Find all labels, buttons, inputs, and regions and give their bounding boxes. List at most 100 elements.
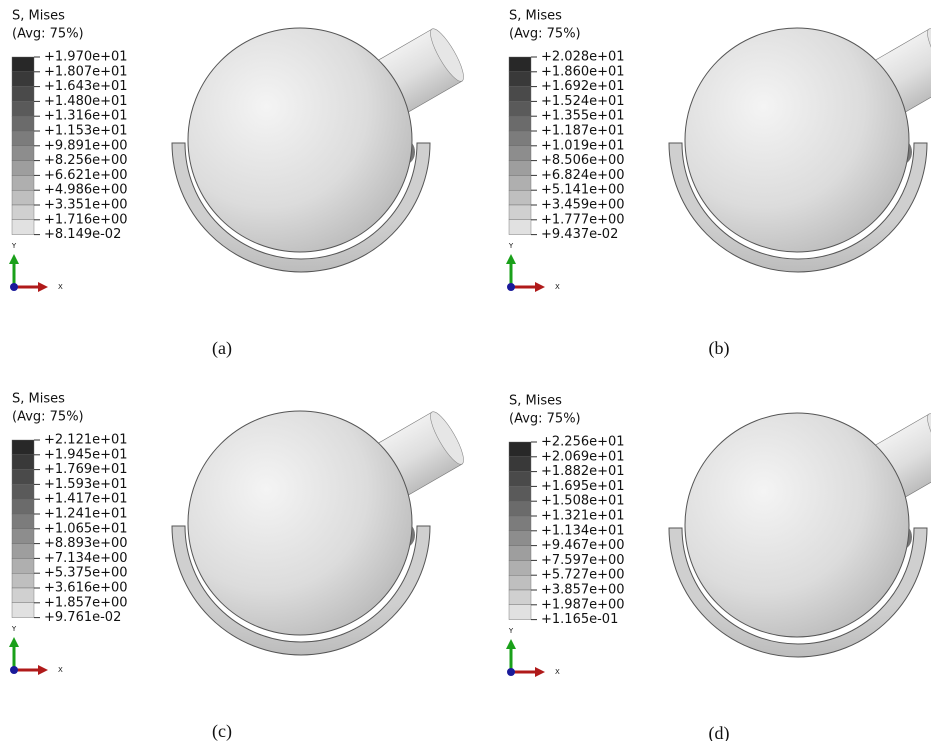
legend-label: +1.987e+00: [541, 597, 625, 612]
axis-y-head: [506, 639, 516, 649]
legend-label: +7.134e+00: [44, 551, 128, 566]
legend-label: +2.256e+01: [541, 435, 625, 450]
legend-label: +2.069e+01: [541, 449, 625, 464]
axis-x-label: X: [58, 666, 63, 674]
axis-x-head: [535, 282, 545, 292]
legend-swatch: [12, 146, 34, 161]
legend-label: +1.165e-01: [541, 612, 618, 627]
caption: (d): [709, 723, 730, 741]
title: S, Mises: [12, 9, 65, 24]
legend-swatch: [509, 442, 531, 457]
legend-swatch: [12, 558, 34, 573]
legend-label: +1.857e+00: [44, 595, 128, 610]
legend-label: +8.506e+00: [541, 153, 625, 168]
page: S, Mises(Avg: 75%)+1.970e+01+1.807e+01+1…: [0, 0, 931, 741]
legend-label: +6.824e+00: [541, 168, 625, 183]
legend-swatch: [12, 499, 34, 514]
legend-swatch: [509, 457, 531, 472]
legend-label: +1.241e+01: [44, 507, 128, 522]
legend-swatch: [509, 57, 531, 72]
legend-label: +1.134e+01: [541, 523, 625, 538]
legend-label: +1.643e+01: [44, 79, 128, 94]
legend-label: +2.028e+01: [541, 50, 625, 65]
legend-label: +1.777e+00: [541, 212, 625, 227]
axis-y-label: Y: [508, 242, 514, 250]
axis-x-label: X: [58, 283, 63, 291]
legend-swatch: [509, 87, 531, 102]
axis-origin: [507, 668, 515, 676]
subtitle: (Avg: 75%): [12, 410, 84, 425]
legend-swatch: [509, 516, 531, 531]
panel: S, Mises(Avg: 75%)+2.028e+01+1.860e+01+1…: [506, 9, 931, 360]
panel: S, Mises(Avg: 75%)+1.970e+01+1.807e+01+1…: [9, 9, 469, 360]
legend-swatch: [509, 161, 531, 176]
legend-label: +9.761e-02: [44, 610, 121, 625]
axis-x-label: X: [555, 668, 560, 676]
legend-swatch: [509, 205, 531, 220]
legend-swatch: [12, 175, 34, 190]
legend-label: +3.351e+00: [44, 198, 128, 213]
legend-swatch: [509, 116, 531, 131]
panel: S, Mises (Avg: 75%) +2.121e+01+1.945e+01 +1…: [9, 392, 469, 741]
title: S, Mises: [12, 392, 65, 407]
legend-label: +1.695e+01: [541, 479, 625, 494]
axis-x-label: X: [555, 283, 560, 291]
legend-swatch: [12, 116, 34, 131]
legend-swatch: [12, 573, 34, 588]
legend-label: +1.508e+01: [541, 494, 625, 509]
legend-swatch: [12, 87, 34, 102]
legend-label: +1.065e+01: [44, 521, 128, 536]
ball: [188, 411, 412, 635]
legend-label: +1.417e+01: [44, 492, 128, 507]
subtitle: (Avg: 75%): [12, 27, 84, 42]
axis-x-head: [38, 282, 48, 292]
legend-swatch: [509, 175, 531, 190]
legend-label: +1.355e+01: [541, 109, 625, 124]
legend-swatch: [12, 161, 34, 176]
legend-swatch: [509, 131, 531, 146]
legend-swatch: [509, 472, 531, 487]
legend-label: +8.256e+00: [44, 153, 128, 168]
legend-label: +3.616e+00: [44, 581, 128, 596]
legend-swatch: [12, 57, 34, 72]
axis-origin: [10, 283, 18, 291]
legend-swatch: [509, 531, 531, 546]
legend-label: +5.727e+00: [541, 568, 625, 583]
axis-y-head: [9, 254, 19, 264]
legend-label: +1.860e+01: [541, 64, 625, 79]
legend-label: +1.187e+01: [541, 124, 625, 139]
axis-origin: [507, 283, 515, 291]
subtitle: (Avg: 75%): [509, 412, 581, 427]
legend-label: +5.141e+00: [541, 183, 625, 198]
axis-y-head: [506, 254, 516, 264]
legend-label: +1.970e+01: [44, 50, 128, 65]
legend-swatch: [12, 101, 34, 116]
axis-y-label: Y: [11, 625, 17, 633]
legend-label: +1.692e+01: [541, 79, 625, 94]
legend-swatch: [509, 501, 531, 516]
legend-label: +1.321e+01: [541, 509, 625, 524]
legend-label: +1.316e+01: [44, 109, 128, 124]
legend-swatch: [12, 72, 34, 87]
legend-label: +3.459e+00: [541, 198, 625, 213]
caption: (c): [212, 721, 232, 741]
subtitle: (Avg: 75%): [509, 27, 581, 42]
legend-label: +1.945e+01: [44, 447, 128, 462]
title: S, Mises: [509, 9, 562, 24]
axis-x-head: [38, 665, 48, 675]
legend-swatch: [12, 588, 34, 603]
axis-y-label: Y: [508, 627, 514, 635]
legend-label: +1.524e+01: [541, 94, 625, 109]
legend-swatch: [12, 455, 34, 470]
legend-label: +2.121e+01: [44, 433, 128, 448]
legend-swatch: [509, 590, 531, 605]
legend-swatch: [509, 220, 531, 235]
legend-swatch: [509, 605, 531, 620]
legend-label: +8.893e+00: [44, 536, 128, 551]
legend-swatch: [509, 486, 531, 501]
legend-label: +1.882e+01: [541, 464, 625, 479]
legend-label: +9.891e+00: [44, 138, 128, 153]
legend-swatch: [12, 190, 34, 205]
legend-label: +8.149e-02: [44, 227, 121, 242]
ball: [685, 28, 909, 252]
